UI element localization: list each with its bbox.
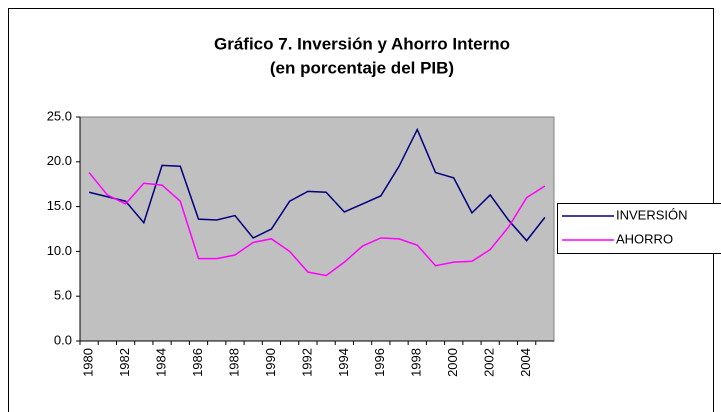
chart-title: Gráfico 7. Inversión y Ahorro Interno (214, 34, 510, 53)
x-tick-label: 2002 (482, 348, 497, 377)
y-tick-label: 5.0 (54, 288, 72, 303)
x-tick-label: 1996 (372, 348, 387, 377)
x-tick-label: 1988 (226, 348, 241, 377)
legend-label: AHORRO (616, 231, 673, 246)
x-tick-label: 2000 (445, 348, 460, 377)
y-tick-label: 20.0 (47, 153, 72, 168)
x-tick-label: 1984 (153, 348, 168, 377)
chart-subtitle: (en porcentaje del PIB) (270, 58, 454, 77)
x-tick-label: 1994 (336, 348, 351, 377)
x-tick-label: 1980 (81, 348, 96, 377)
legend-label: INVERSIÓN (616, 207, 688, 222)
x-tick-label: 1986 (190, 348, 205, 377)
y-tick-label: 25.0 (47, 108, 72, 123)
line-series (88, 127, 546, 242)
plot-area (79, 116, 555, 342)
y-tick-label: 15.0 (47, 198, 72, 213)
line-series (88, 172, 546, 277)
x-tick-label: 1998 (409, 348, 424, 377)
legend-box (557, 203, 721, 254)
y-tick-label: 0.0 (54, 332, 72, 347)
x-tick-label: 1990 (263, 348, 278, 377)
x-tick-label: 1982 (117, 348, 132, 377)
y-tick-label: 10.0 (47, 243, 72, 258)
x-tick-label: 1992 (299, 348, 314, 377)
x-tick-label: 2004 (518, 348, 533, 377)
